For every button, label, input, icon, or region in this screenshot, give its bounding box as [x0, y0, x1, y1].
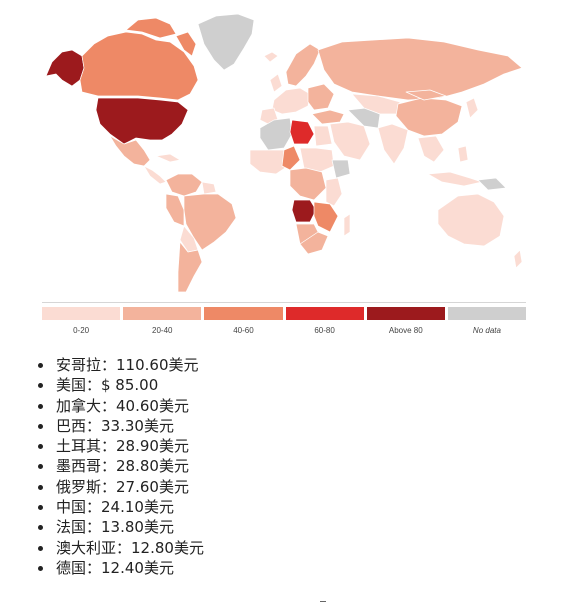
- region-brazil: [183, 193, 237, 251]
- region-philippines: [457, 145, 469, 163]
- region-china: [395, 97, 463, 137]
- region-east-africa: [325, 177, 343, 207]
- list-item: 安哥拉：110.60美元: [54, 355, 204, 375]
- legend-item: 40-60: [204, 307, 283, 343]
- region-russia: [317, 37, 523, 101]
- region-peru: [165, 193, 185, 227]
- list-item: 巴西：33.30美元: [54, 416, 204, 436]
- country-price-list: 安哥拉：110.60美元 美国：$ 85.00 加拿大：40.60美元 巴西：3…: [34, 355, 204, 578]
- region-horn: [331, 159, 351, 179]
- region-papua: [477, 177, 507, 191]
- region-mongolia: [405, 89, 447, 101]
- map-canvas: [45, 13, 523, 293]
- list-item: 美国：$ 85.00: [54, 375, 204, 395]
- region-maghreb: [259, 117, 293, 151]
- region-western-europe: [271, 87, 311, 115]
- region-madagascar: [343, 213, 351, 237]
- list-item: 中国：24.10美元: [54, 497, 204, 517]
- region-japan: [465, 97, 479, 119]
- region-south-africa: [299, 231, 329, 255]
- region-central-america: [143, 165, 167, 185]
- region-caribbean: [155, 153, 181, 163]
- list-item: 法国：13.80美元: [54, 517, 204, 537]
- legend-label: 20-40: [152, 326, 173, 335]
- region-mexico: [109, 135, 151, 167]
- region-iceland: [263, 51, 279, 63]
- legend-label: 0-20: [73, 326, 90, 335]
- region-baffin: [175, 31, 197, 57]
- region-libya: [289, 119, 315, 145]
- map-legend: 0-20 20-40 40-60 60-80 Above 80 No data: [42, 307, 527, 343]
- legend-swatch: [285, 307, 364, 320]
- region-colombia-venezuela: [165, 173, 203, 197]
- region-egypt: [313, 125, 333, 147]
- region-guianas: [201, 181, 217, 195]
- legend-item: 20-40: [123, 307, 202, 343]
- legend-item: No data: [447, 307, 527, 343]
- list-item: 德国：12.40美元: [54, 558, 204, 578]
- region-eastern-europe: [307, 83, 335, 111]
- region-turkey: [311, 109, 345, 125]
- legend-label: 60-80: [314, 326, 335, 335]
- region-scandinavia: [285, 43, 321, 87]
- legend-divider: [42, 302, 526, 303]
- region-india: [377, 123, 409, 165]
- region-southeast-africa: [313, 201, 339, 233]
- list-item: 澳大利亚：12.80美元: [54, 538, 204, 558]
- world-choropleth-map: 0-20 20-40 40-60 60-80 Above 80 No data: [38, 10, 528, 340]
- legend-item: 60-80: [285, 307, 364, 343]
- region-middle-east: [329, 121, 371, 161]
- legend-swatch: [366, 307, 445, 320]
- region-central-africa: [289, 167, 327, 201]
- legend-swatch: [204, 307, 283, 320]
- region-australia: [437, 193, 505, 247]
- region-uk: [269, 73, 283, 93]
- region-canada-islands: [125, 17, 177, 39]
- list-item: 俄罗斯：27.60美元: [54, 477, 204, 497]
- legend-label: No data: [472, 326, 501, 335]
- region-greenland: [197, 13, 255, 71]
- region-usa: [95, 97, 189, 145]
- list-item: 土耳其：28.90美元: [54, 436, 204, 456]
- region-canada: [79, 31, 199, 101]
- legend-swatch: [42, 307, 121, 320]
- legend-label: 40-60: [233, 326, 254, 335]
- legend-swatch: [447, 307, 527, 320]
- legend-item: Above 80: [366, 307, 445, 343]
- region-new-zealand: [513, 249, 523, 269]
- bottom-dash-mark: [320, 601, 326, 602]
- region-angola: [291, 199, 317, 223]
- region-se-asia: [417, 135, 445, 163]
- list-item: 墨西哥：28.80美元: [54, 456, 204, 476]
- legend-label: Above 80: [388, 326, 423, 335]
- region-alaska: [45, 49, 85, 87]
- region-argentina: [177, 241, 203, 293]
- region-nigeria: [281, 145, 301, 171]
- legend-item: 0-20: [42, 307, 121, 343]
- region-indonesia: [427, 171, 483, 187]
- region-iran: [347, 107, 381, 129]
- region-west-africa: [249, 149, 289, 175]
- list-item: 加拿大：40.60美元: [54, 396, 204, 416]
- legend-swatch: [123, 307, 202, 320]
